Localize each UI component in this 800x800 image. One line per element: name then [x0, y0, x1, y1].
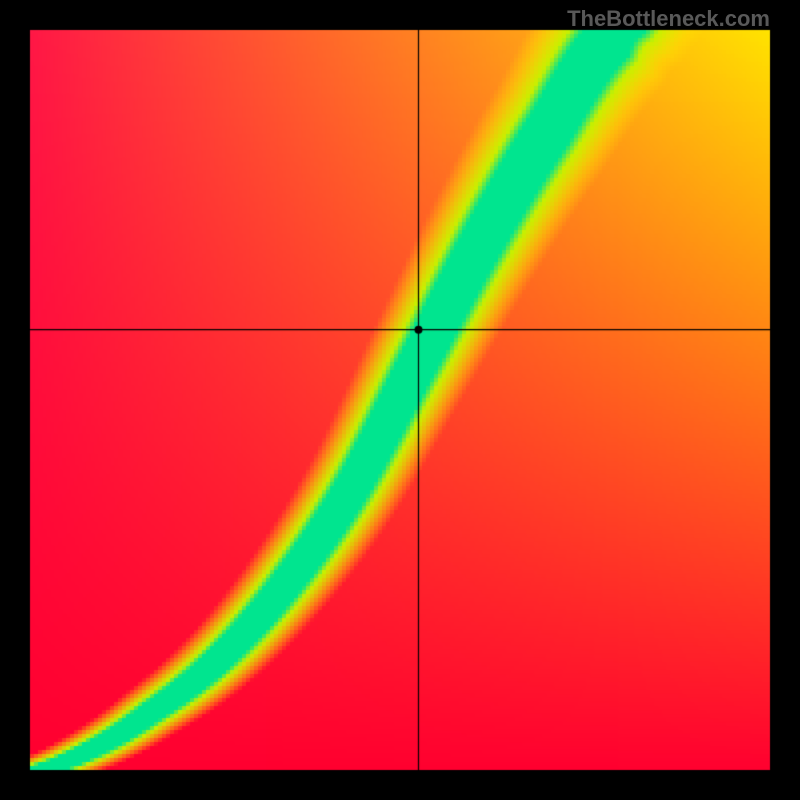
watermark-text: TheBottleneck.com: [567, 6, 770, 32]
bottleneck-heatmap: [0, 0, 800, 800]
chart-container: TheBottleneck.com: [0, 0, 800, 800]
